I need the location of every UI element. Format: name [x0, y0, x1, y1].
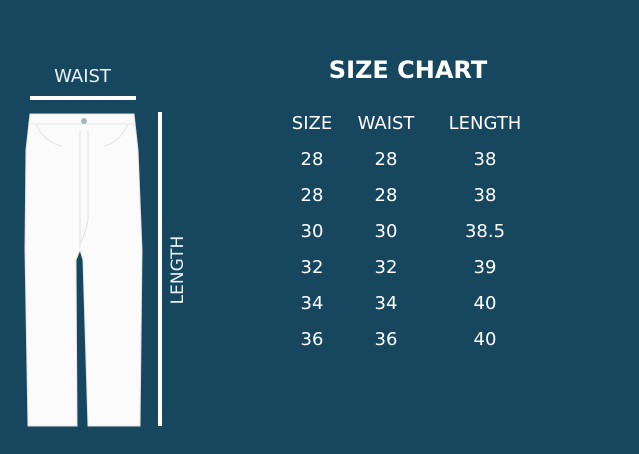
size-chart-title: SIZE CHART — [328, 56, 488, 84]
cell-size: 36 — [300, 329, 324, 350]
cell-waist: 32 — [374, 257, 398, 278]
cell-waist: 30 — [374, 221, 398, 242]
waist-measure-line — [30, 96, 136, 100]
header-waist: WAIST — [357, 113, 415, 134]
header-length: LENGTH — [448, 113, 522, 134]
cell-size: 28 — [300, 149, 324, 170]
cell-size: 28 — [300, 185, 324, 206]
cell-length: 38 — [473, 149, 497, 170]
cell-size: 34 — [300, 293, 324, 314]
cell-waist: 36 — [374, 329, 398, 350]
cell-size: 30 — [300, 221, 324, 242]
cell-waist: 34 — [374, 293, 398, 314]
waist-label: WAIST — [54, 66, 111, 87]
cell-size: 32 — [300, 257, 324, 278]
cell-length: 38 — [473, 185, 497, 206]
cell-length: 40 — [473, 329, 497, 350]
pants-image — [24, 113, 143, 427]
header-size: SIZE — [291, 113, 333, 134]
cell-waist: 28 — [374, 149, 398, 170]
length-measure-line — [158, 112, 162, 426]
cell-length: 38.5 — [464, 221, 506, 242]
cell-waist: 28 — [374, 185, 398, 206]
cell-length: 39 — [473, 257, 497, 278]
cell-length: 40 — [473, 293, 497, 314]
length-label: LENGTH — [168, 235, 188, 305]
